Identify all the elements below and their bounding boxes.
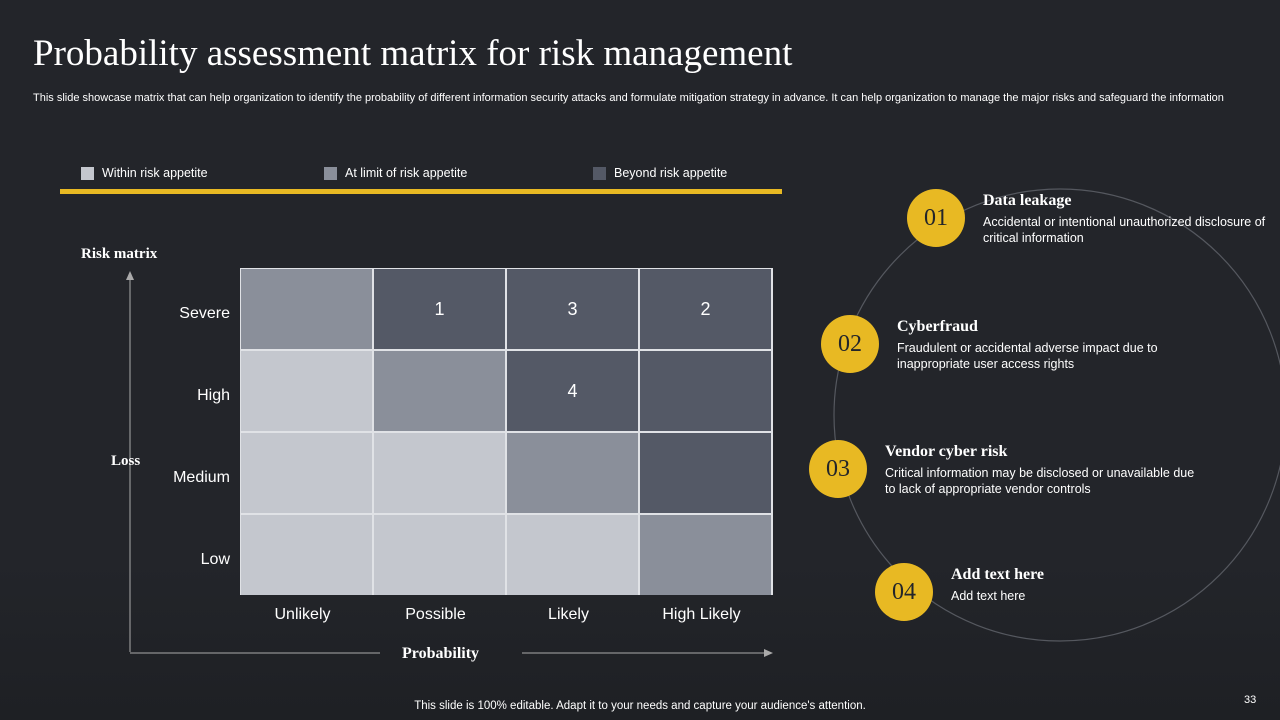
arrow: [764, 649, 773, 657]
item-text: Critical information may be disclosed or…: [885, 466, 1195, 496]
item: Cyberfraud Fraudulent or accidental adver…: [897, 318, 1207, 372]
matrix-cell: [241, 351, 372, 431]
item: Vendor cyber risk Critical information ma…: [885, 443, 1195, 497]
item-title: Cyberfraud: [897, 318, 978, 335]
x-axis-title: Probability: [402, 645, 480, 662]
item: Add text here Add text here: [951, 566, 1261, 604]
matrix-cell: [241, 269, 372, 349]
item-text: Accidental or intentional unauthorized d…: [983, 215, 1266, 245]
matrix-cell: [374, 433, 505, 513]
badge: 04: [875, 563, 933, 621]
matrix-cell: [507, 433, 638, 513]
matrix-cell: 4: [507, 351, 638, 431]
cell-label: 4: [567, 381, 578, 401]
legend-label: Within risk appetite: [102, 166, 208, 180]
footer-note: This slide is 100% editable. Adapt it to…: [414, 700, 866, 712]
row-label: Medium: [173, 469, 230, 486]
badge: 03: [809, 440, 867, 498]
item-text: Fraudulent or accidental adverse impact …: [897, 341, 1158, 371]
matrix-cell: [241, 515, 372, 595]
matrix-cell: [640, 433, 771, 513]
matrix-cell: 3: [507, 269, 638, 349]
legend-swatch: [324, 166, 337, 180]
circle-outline: [833, 188, 1280, 642]
legend-item: Within risk appetite: [81, 166, 208, 180]
row-label: High: [197, 387, 230, 404]
item-title: Vendor cyber risk: [885, 443, 1008, 460]
cell-label: 2: [700, 299, 711, 319]
legend-label: At limit of risk appetite: [345, 166, 468, 180]
badge: 02: [821, 315, 879, 373]
row-label: Low: [200, 551, 230, 568]
matrix-cell: [241, 433, 372, 513]
divider: [60, 189, 782, 194]
matrix-cell: [640, 351, 771, 431]
matrix-cell: [374, 515, 505, 595]
matrix-title: Risk matrix: [81, 246, 158, 262]
matrix-cell: [374, 351, 505, 431]
item: Data leakage Accidental or intentional un…: [983, 192, 1280, 246]
matrix-cell: [640, 515, 771, 595]
legend-label: Beyond risk appetite: [614, 166, 728, 180]
badge: 01: [907, 189, 965, 247]
legend-item: Beyond risk appetite: [593, 166, 727, 180]
page-number: 33: [1244, 694, 1257, 706]
subtitle: This slide showcase matrix that can help…: [33, 92, 1224, 104]
matrix-cell: 2: [640, 269, 771, 349]
y-axis-title: Loss: [111, 453, 141, 469]
column-label: Unlikely: [274, 606, 331, 623]
legend-swatch: [593, 166, 606, 180]
row-label: Severe: [179, 305, 230, 322]
column-label: High Likely: [662, 606, 741, 623]
legend-swatch: [81, 166, 94, 180]
cell-label: 3: [567, 299, 578, 319]
column-label: Possible: [405, 606, 466, 623]
item-title: Data leakage: [983, 192, 1072, 209]
cell-label: 1: [434, 299, 445, 319]
item-text: Add text here: [951, 589, 1026, 603]
title: Probability assessment matrix for risk m…: [33, 33, 793, 74]
arrow: [126, 271, 134, 280]
column-label: Likely: [548, 606, 589, 623]
item-title: Add text here: [951, 566, 1045, 583]
legend-item: At limit of risk appetite: [324, 166, 467, 180]
matrix-cell: 1: [374, 269, 505, 349]
matrix-cell: [507, 515, 638, 595]
